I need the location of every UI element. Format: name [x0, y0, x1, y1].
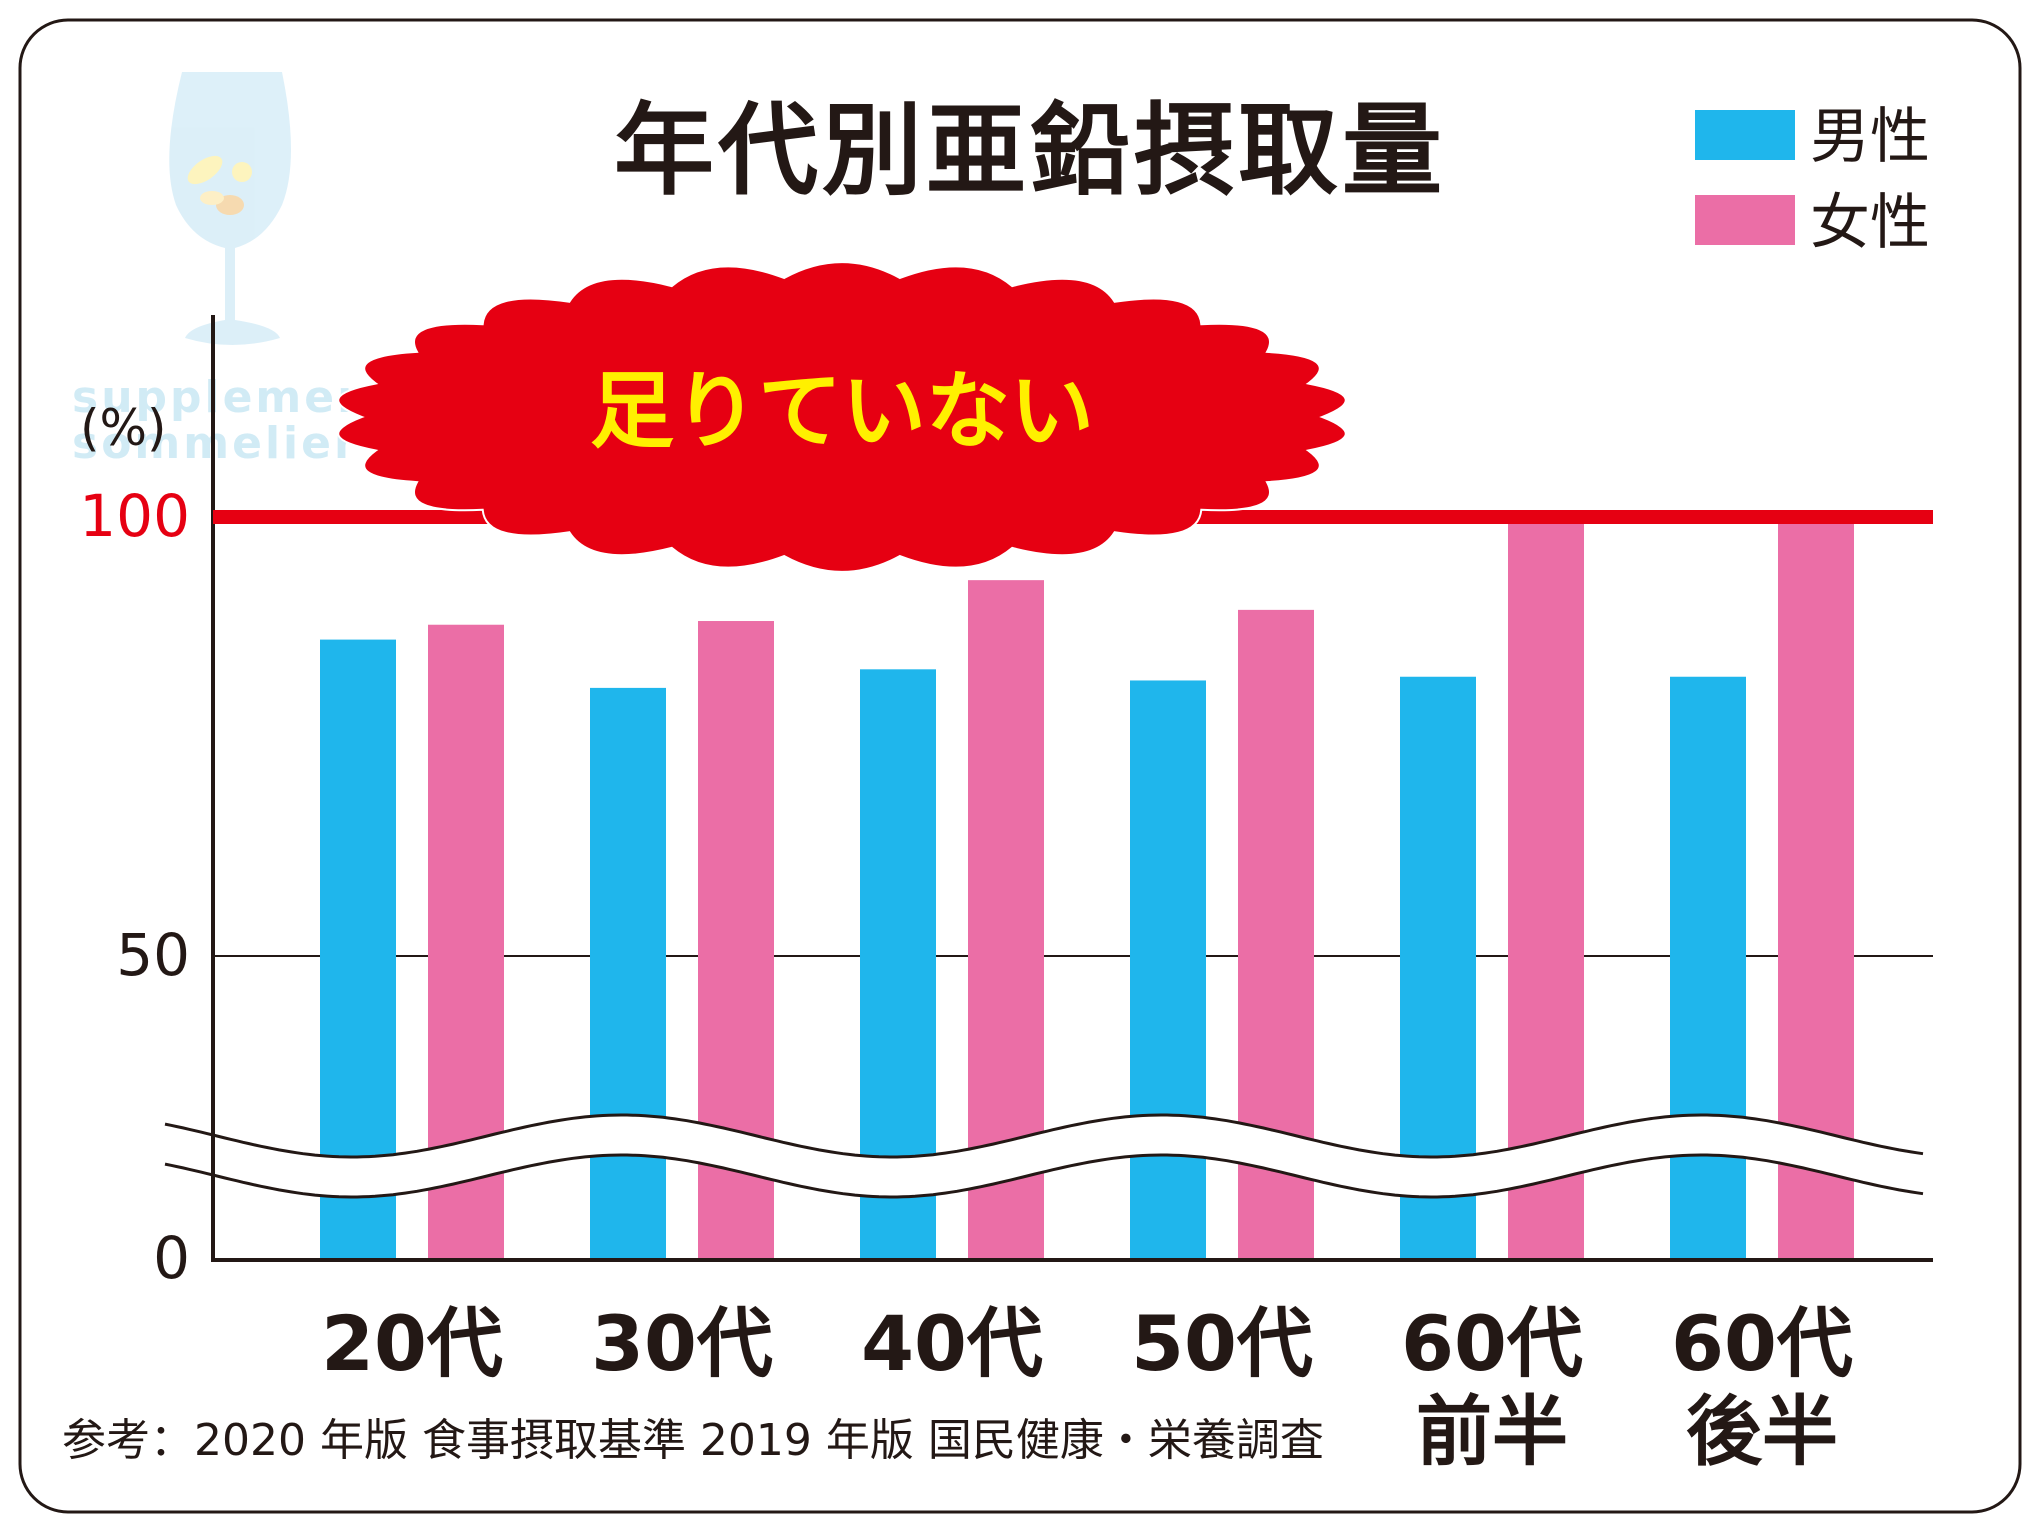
x-tick-label-4-0: 60代 — [1401, 1299, 1583, 1388]
y-tick-label-100: 100 — [79, 482, 190, 550]
legend-label-male: 男性 — [1810, 102, 1930, 172]
x-tick-label-3-0: 50代 — [1131, 1299, 1313, 1388]
wine-glass-supplement-icon — [169, 72, 291, 345]
source-note: 参考：2020 年版 食事摂取基準 2019 年版 国民健康・栄養調査 — [62, 1415, 1324, 1466]
legend-swatch-male — [1695, 110, 1795, 160]
bar-male-3 — [1130, 680, 1206, 1260]
legend-label-female: 女性 — [1810, 188, 1930, 258]
x-tick-label-4-1: 前半 — [1416, 1387, 1568, 1476]
x-tick-label-1-0: 30代 — [591, 1299, 773, 1388]
x-tick-label-0-0: 20代 — [321, 1299, 503, 1388]
axis-break — [164, 1113, 1924, 1199]
chart-title: 年代別亜鉛摂取量 — [614, 92, 1446, 209]
legend-swatch-female — [1695, 195, 1795, 245]
x-tick-label-2-0: 40代 — [861, 1299, 1043, 1388]
bar-male-1 — [590, 687, 666, 1260]
callout-text: 足りていない — [590, 362, 1094, 460]
x-tick-label-5-0: 60代 — [1671, 1299, 1853, 1388]
bar-male-5 — [1670, 676, 1746, 1260]
x-tick-label-5-1: 後半 — [1686, 1387, 1838, 1476]
y-tick-label-50: 50 — [116, 921, 190, 989]
callout-burst: 足りていない — [337, 261, 1347, 573]
legend: 男性 女性 — [1695, 102, 1930, 258]
y-tick-label-0: 0 — [153, 1224, 190, 1292]
y-axis-unit-label: (%) — [80, 399, 167, 457]
